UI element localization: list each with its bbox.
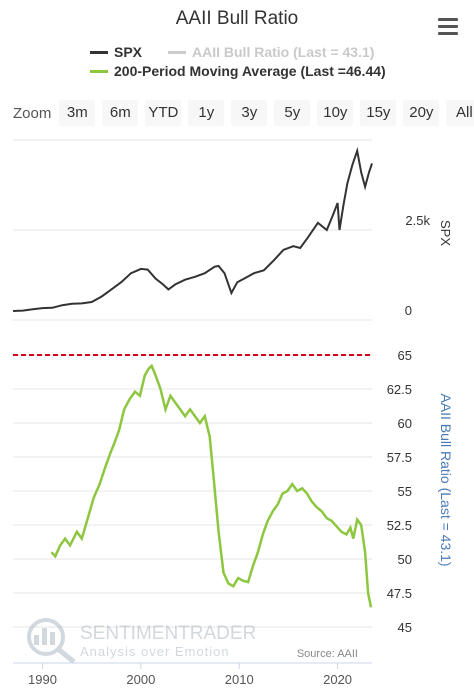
zoom-3y-button[interactable]: 3y	[231, 100, 268, 126]
x-tick-label: 2000	[126, 672, 155, 687]
aaii-tick-label: 50	[398, 552, 412, 567]
ma-swatch-icon	[90, 69, 108, 73]
zoom-15y-button[interactable]: 15y	[360, 100, 397, 126]
zoom-1y-button[interactable]: 1y	[188, 100, 225, 126]
watermark-tagline: Analysis over Emotion	[80, 644, 230, 659]
zoom-5y-button[interactable]: 5y	[274, 100, 311, 126]
zoom-label: Zoom	[13, 104, 52, 122]
hamburger-menu-icon[interactable]	[438, 18, 458, 36]
aaii-tick-label: 47.5	[387, 586, 412, 601]
aaii-swatch-icon	[168, 50, 186, 54]
legend-label-ma: 200-Period Moving Average (Last =46.44)	[114, 63, 386, 79]
x-tick-label: 2010	[225, 672, 254, 687]
sentimentrader-watermark: SENTIMENTRADER Analysis over Emotion	[27, 618, 256, 664]
aaii-tick-label: 62.5	[387, 382, 412, 397]
legend-item-moving-average[interactable]: 200-Period Moving Average (Last =46.44)	[90, 63, 386, 79]
source-label: Source: AAII	[297, 648, 358, 660]
aaii-y-axis-ticks: 45 47.5 50 52.5 55 57.5 60 62.5 65	[387, 348, 412, 635]
magnifier-logo-icon	[27, 618, 65, 656]
legend-item-aaii-bull-ratio[interactable]: AAII Bull Ratio (Last = 43.1)	[168, 44, 374, 60]
zoom-3m-button[interactable]: 3m	[59, 100, 96, 126]
aaii-axis-title: AAII Bull Ratio (Last = 43.1)	[438, 393, 454, 566]
spx-tick-label: 0	[405, 303, 412, 318]
legend-item-spx[interactable]: SPX	[90, 44, 142, 60]
spx-series-line[interactable]	[12, 146, 373, 312]
zoom-toolbar: Zoom 3m 6m YTD 1y 3y 5y 10y 15y 20y All	[13, 100, 474, 126]
spx-tick-label: 2.5k	[405, 213, 430, 228]
x-axis-ticks: 1990 2000 2010 2020	[28, 663, 352, 687]
aaii-tick-label: 60	[398, 416, 412, 431]
x-tick-label: 1990	[28, 672, 57, 687]
spx-y-axis-ticks: 0 2.5k	[405, 213, 431, 318]
chart-title: AAII Bull Ratio	[175, 8, 299, 29]
spx-axis-title: SPX	[438, 220, 453, 246]
aaii-tick-label: 55	[398, 484, 412, 499]
aaii-tick-label: 52.5	[387, 518, 412, 533]
zoom-6m-button[interactable]: 6m	[102, 100, 139, 126]
legend-label-spx: SPX	[114, 44, 143, 60]
aaii-tick-label: 65	[398, 348, 412, 363]
zoom-10y-button[interactable]: 10y	[317, 100, 354, 126]
zoom-all-button[interactable]: All	[446, 100, 474, 126]
zoom-ytd-button[interactable]: YTD	[145, 100, 182, 126]
spx-swatch-icon	[90, 50, 108, 54]
aaii-gridlines	[13, 354, 372, 628]
aaii-tick-label: 45	[398, 620, 412, 635]
zoom-20y-button[interactable]: 20y	[403, 100, 440, 126]
aaii-tick-label: 57.5	[387, 450, 412, 465]
x-tick-label: 2020	[323, 672, 352, 687]
legend-label-aaii: AAII Bull Ratio (Last = 43.1)	[192, 44, 375, 60]
moving-average-series-line[interactable]	[50, 363, 373, 608]
magnifier-handle-icon	[56, 647, 76, 664]
watermark-brand: SENTIMENTRADER	[80, 623, 256, 644]
